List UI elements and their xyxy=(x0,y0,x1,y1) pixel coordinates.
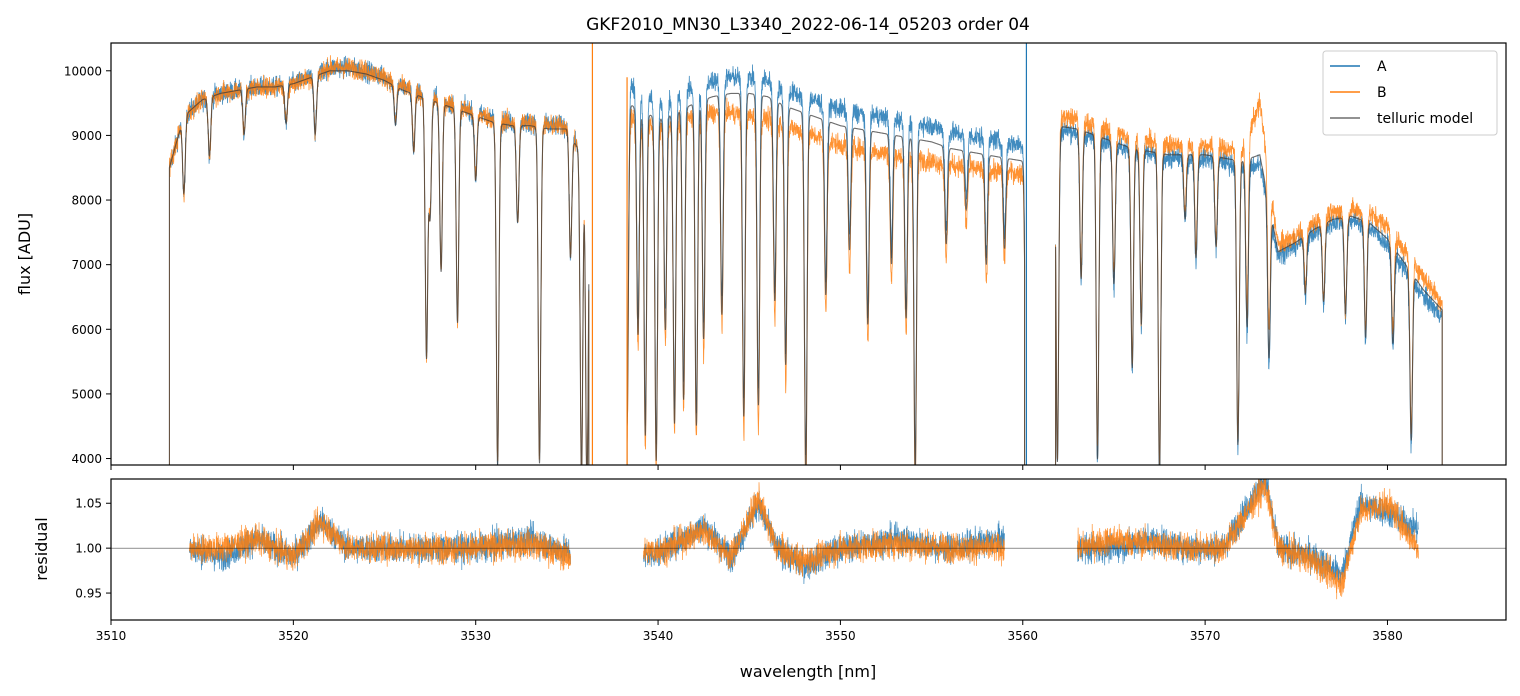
y-tick-label: 1.00 xyxy=(75,542,102,556)
y-tick-label: 9000 xyxy=(71,129,102,143)
x-tick-label: 3510 xyxy=(96,629,127,643)
bottom-axes-frame xyxy=(110,478,1507,621)
series-telluric-model-segment-2 xyxy=(1055,126,1443,465)
x-tick-label: 3560 xyxy=(1007,629,1038,643)
legend-label-a: A xyxy=(1377,59,1387,75)
y-tick-label: 5000 xyxy=(71,387,102,401)
y-tick-label: 7000 xyxy=(71,258,102,272)
bottom-panel: 0.95 1.00 1.05 3510 3520 3530 3540 3550 3560 357… xyxy=(32,478,1507,681)
top-x-axis xyxy=(110,465,1388,470)
series-a-segment-1 xyxy=(626,64,1025,465)
series-telluric-model-segment-1 xyxy=(626,92,1026,465)
top-y-axis-label: flux [ADU] xyxy=(15,213,34,295)
y-tick-label: 8000 xyxy=(71,194,102,208)
series-telluric-model-segment-0 xyxy=(168,70,590,465)
y-tick-label: 10000 xyxy=(64,64,102,78)
bottom-x-axis: 3510 3520 3530 3540 3550 3560 3570 3580 xyxy=(96,620,1403,643)
top-y-axis: 4000 5000 6000 7000 8000 9000 10000 xyxy=(64,64,111,466)
x-tick-label: 3540 xyxy=(643,629,674,643)
x-tick-label: 3530 xyxy=(460,629,491,643)
legend-label-b: B xyxy=(1377,85,1387,101)
y-tick-label: 6000 xyxy=(71,323,102,337)
legend: A B telluric model xyxy=(1322,50,1498,136)
residual-b-segment-2 xyxy=(1077,479,1419,600)
x-axis-label: wavelength [nm] xyxy=(740,662,877,681)
x-tick-label: 3570 xyxy=(1190,629,1221,643)
legend-label-telluric: telluric model xyxy=(1377,111,1473,127)
x-tick-label: 3550 xyxy=(825,629,856,643)
y-tick-label: 0.95 xyxy=(75,587,102,601)
bottom-plot-area xyxy=(111,479,1506,600)
x-tick-label: 3580 xyxy=(1372,629,1403,643)
y-tick-label: 1.05 xyxy=(75,497,102,511)
bottom-y-axis: 0.95 1.00 1.05 xyxy=(75,497,111,601)
residual-b-segment-1 xyxy=(643,482,1005,577)
top-panel: 4000 5000 6000 7000 8000 9000 10000 flux [ADU]… xyxy=(15,42,1507,470)
x-tick-label: 3520 xyxy=(278,629,309,643)
legend-box xyxy=(1322,50,1498,136)
residual-b-segment-0 xyxy=(189,506,571,571)
bottom-y-axis-label: residual xyxy=(32,517,51,580)
top-plot-area xyxy=(168,43,1443,465)
top-axes-frame xyxy=(110,42,1507,466)
y-tick-label: 4000 xyxy=(71,452,102,466)
chart-title: GKF2010_MN30_L3340_2022-06-14_05203 orde… xyxy=(586,15,1030,35)
